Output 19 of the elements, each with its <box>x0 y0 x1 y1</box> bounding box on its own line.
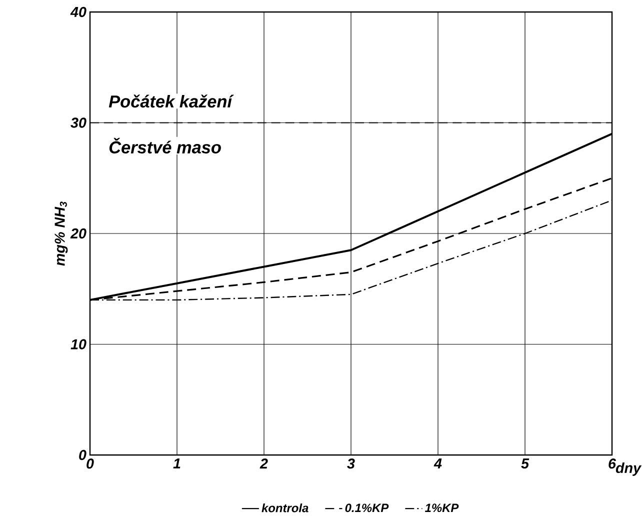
legend-label: 0.1%KP <box>345 504 389 512</box>
y-tick-label: 20 <box>70 228 86 239</box>
x-tick-label: 3 <box>347 458 355 469</box>
x-axis-title: dny <box>616 462 642 476</box>
x-tick-label: 0 <box>86 458 94 469</box>
y-axis-title: mg% NH$_{3}$ <box>54 202 68 266</box>
x-tick-label: 5 <box>521 458 530 469</box>
y-tick-label: 40 <box>70 6 86 18</box>
x-tick-label: 1 <box>173 458 180 468</box>
legend-label: 1%KP <box>424 504 459 512</box>
legend-label: kontrola <box>262 503 308 512</box>
y-tick-label: 30 <box>70 118 86 128</box>
annotation: Počátek kažení <box>108 94 234 108</box>
annotation: Čerstvé maso <box>109 138 221 154</box>
x-tick-label: 4 <box>434 458 442 468</box>
y-tick-label: 0 <box>79 450 86 460</box>
y-tick-label: 10 <box>70 339 86 350</box>
x-tick-label: 2 <box>260 458 268 469</box>
x-tick-label: 6 <box>608 458 616 469</box>
